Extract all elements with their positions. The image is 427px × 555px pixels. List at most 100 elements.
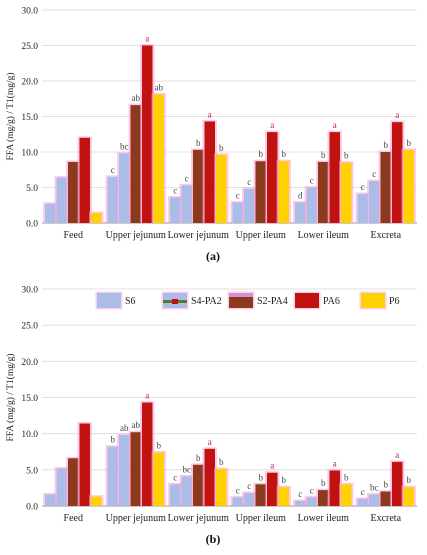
significance-letter: bc	[370, 482, 379, 492]
y-tick-label: 15.0	[21, 113, 38, 123]
bar-p6	[278, 487, 289, 506]
bar-s6	[295, 500, 306, 506]
bar-p6	[278, 161, 289, 223]
bar-s2-pa4	[380, 152, 391, 223]
significance-letter: b	[219, 457, 224, 467]
bar-p6	[91, 213, 102, 223]
y-tick-label: 0.0	[26, 503, 38, 513]
significance-letter: ab	[155, 82, 164, 92]
bar-s2-pa4	[193, 464, 204, 506]
x-tick-label: Feed	[64, 230, 83, 241]
bar-s4-pa2	[119, 435, 130, 506]
significance-letter: c	[247, 177, 251, 187]
legend-swatch	[361, 293, 385, 308]
panel-caption: (a)	[206, 249, 220, 263]
bar-s2-pa4	[68, 161, 79, 223]
significance-letter: c	[310, 176, 314, 186]
bar-s4-pa2	[181, 185, 192, 223]
significance-letter: a	[395, 450, 399, 460]
bar-s2-pa4	[255, 161, 266, 223]
significance-letter: b	[321, 478, 326, 488]
bar-pa6	[392, 461, 403, 506]
bar-s2-pa4	[68, 458, 79, 506]
bar-p6	[216, 469, 227, 506]
significance-letter: a	[333, 459, 337, 469]
y-tick-label: 15.0	[21, 394, 38, 404]
y-axis-label: FFA (mg/g) / T1(mg/g)	[5, 72, 16, 160]
bar-s6	[232, 202, 243, 223]
y-tick-label: 25.0	[21, 322, 38, 332]
y-tick-label: 20.0	[21, 78, 38, 88]
significance-letter: ab	[132, 93, 141, 103]
bar-p6	[341, 162, 352, 223]
significance-letter: b	[259, 472, 264, 482]
significance-letter: b	[344, 151, 349, 161]
bar-s6	[170, 197, 181, 223]
bar-s2-pa4	[380, 491, 391, 506]
x-tick-label: Upper jejunum	[106, 513, 166, 524]
legend-label: PA6	[323, 296, 340, 307]
chart-panel-b: 0.0 5.0 10.0 15.0 20.0 25.0 30.0 FFA (mg/g) / T…	[5, 286, 417, 546]
bar-pa6	[267, 472, 278, 506]
significance-letter: b	[111, 435, 116, 445]
legend-swatch-mark	[172, 299, 178, 304]
significance-letter: b	[344, 472, 349, 482]
legend-label: P6	[389, 296, 400, 307]
bar-s6	[170, 484, 181, 506]
bar-s4-pa2	[306, 497, 317, 506]
chart-panel-a: 0.0 5.0 10.0 15.0 20.0 25.0 30.0 FFA (mg/g) / T…	[5, 7, 417, 263]
bar-s4-pa2	[306, 187, 317, 223]
significance-letter: b	[196, 138, 201, 148]
bar-s4-pa2	[181, 476, 192, 506]
y-tick-label: 10.0	[21, 430, 38, 440]
significance-letter: b	[259, 149, 264, 159]
x-tick-label: Feed	[64, 513, 83, 524]
bar-p6	[403, 487, 414, 506]
bar-p6	[91, 496, 102, 506]
legend-swatch	[295, 293, 319, 308]
y-tick-label: 10.0	[21, 149, 38, 159]
y-tick-label: 30.0	[21, 286, 38, 296]
bar-s2-pa4	[318, 161, 329, 223]
significance-letter: a	[333, 120, 337, 130]
significance-letter: b	[196, 453, 201, 463]
significance-letter: c	[173, 472, 177, 482]
bar-s2-pa4	[130, 432, 141, 506]
bar-s6	[232, 497, 243, 506]
bar-pa6	[142, 45, 153, 223]
significance-letter: d	[298, 190, 303, 200]
significance-letter: c	[111, 165, 115, 175]
significance-letter: c	[310, 485, 314, 495]
bar-p6	[153, 94, 164, 224]
significance-letter: c	[173, 185, 177, 195]
significance-letter: a	[208, 437, 212, 447]
bar-s4-pa2	[369, 494, 380, 506]
y-tick-label: 0.0	[26, 220, 38, 230]
x-tick-label: Lower jejunum	[168, 513, 230, 524]
x-tick-label: Upper ileum	[236, 513, 286, 524]
bar-pa6	[142, 402, 153, 506]
significance-letter: b	[384, 140, 389, 150]
significance-letter: c	[185, 173, 189, 183]
legend-swatch-top	[229, 293, 253, 297]
bar-p6	[403, 149, 414, 223]
significance-letter: b	[407, 138, 412, 148]
significance-letter: a	[208, 109, 212, 119]
significance-letter: b	[282, 475, 287, 485]
bar-pa6	[79, 423, 90, 506]
significance-letter: b	[157, 440, 162, 450]
bar-pa6	[79, 137, 90, 223]
bar-s4-pa2	[244, 492, 255, 506]
bar-s4-pa2	[119, 153, 130, 223]
significance-letter: a	[270, 461, 274, 471]
significance-letter: c	[361, 182, 365, 192]
x-tick-label: Lower ileum	[298, 230, 350, 241]
bar-s6	[107, 446, 118, 506]
legend-label: S4-PA2	[191, 296, 222, 307]
bar-pa6	[329, 470, 340, 506]
significance-letter: b	[384, 480, 389, 490]
y-tick-label: 20.0	[21, 358, 38, 368]
bar-p6	[216, 154, 227, 223]
